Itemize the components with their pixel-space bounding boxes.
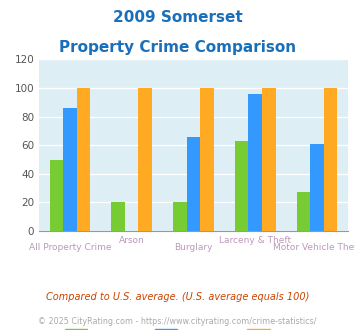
Bar — [297, 192, 310, 231]
Text: © 2025 CityRating.com - https://www.cityrating.com/crime-statistics/: © 2025 CityRating.com - https://www.city… — [38, 317, 317, 326]
Bar — [138, 88, 152, 231]
Bar — [77, 88, 90, 231]
Bar — [173, 202, 187, 231]
Bar — [200, 88, 214, 231]
Bar — [248, 94, 262, 231]
Bar — [262, 88, 275, 231]
Bar — [50, 159, 63, 231]
Text: Larceny & Theft: Larceny & Theft — [219, 236, 291, 245]
Legend: Somerset, Wisconsin, National: Somerset, Wisconsin, National — [62, 326, 325, 330]
Text: Arson: Arson — [119, 236, 144, 245]
Bar — [111, 202, 125, 231]
Text: Property Crime Comparison: Property Crime Comparison — [59, 40, 296, 54]
Text: Motor Vehicle Theft: Motor Vehicle Theft — [273, 243, 355, 251]
Bar — [63, 108, 77, 231]
Bar — [235, 141, 248, 231]
Text: Compared to U.S. average. (U.S. average equals 100): Compared to U.S. average. (U.S. average … — [46, 292, 309, 302]
Bar — [187, 137, 200, 231]
Text: All Property Crime: All Property Crime — [29, 243, 111, 251]
Text: 2009 Somerset: 2009 Somerset — [113, 10, 242, 25]
Bar — [310, 144, 324, 231]
Text: Burglary: Burglary — [174, 243, 213, 251]
Bar — [324, 88, 337, 231]
